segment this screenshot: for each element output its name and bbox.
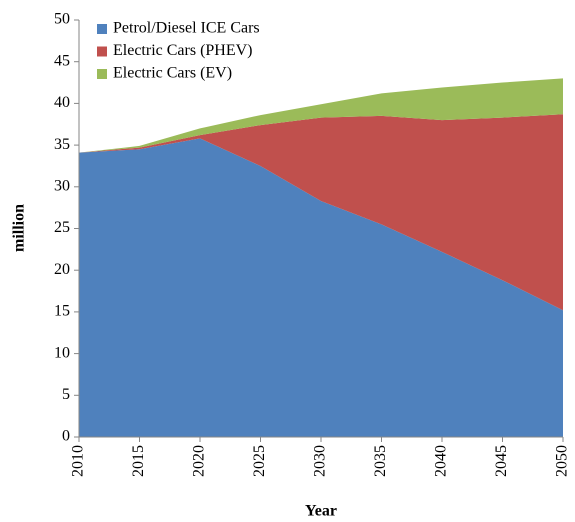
y-tick-label: 40 <box>54 94 70 111</box>
y-tick-label: 30 <box>54 177 70 194</box>
y-tick-label: 0 <box>62 428 70 445</box>
x-tick-label: 2025 <box>251 445 268 477</box>
x-tick-label: 2050 <box>554 445 571 477</box>
legend-label: Electric Cars (PHEV) <box>113 42 253 59</box>
x-tick-label: 2040 <box>433 445 450 477</box>
x-tick-label: 2030 <box>312 445 329 477</box>
area <box>79 114 563 311</box>
x-tick-label: 2010 <box>70 445 87 477</box>
area <box>79 138 563 438</box>
legend-label: Petrol/Diesel ICE Cars <box>113 20 260 37</box>
legend-label: Electric Cars (EV) <box>113 65 232 82</box>
y-tick-label: 15 <box>54 303 70 320</box>
y-tick-label: 50 <box>54 11 70 28</box>
y-axis-label: million <box>11 204 28 252</box>
x-tick-label: 2015 <box>130 445 147 477</box>
y-tick-label: 5 <box>62 386 70 403</box>
area <box>79 78 563 153</box>
y-tick-label: 10 <box>54 344 70 361</box>
legend-swatch <box>97 69 107 79</box>
x-tick-label: 2045 <box>493 445 510 477</box>
x-tick-label: 2035 <box>372 445 389 477</box>
y-tick-label: 45 <box>54 52 70 69</box>
y-tick-label: 35 <box>54 136 70 153</box>
x-axis-label: Year <box>305 503 337 520</box>
x-tick-label: 2020 <box>191 445 208 477</box>
legend-swatch <box>97 46 107 57</box>
legend-swatch <box>97 24 107 34</box>
y-tick-label: 25 <box>54 219 70 236</box>
y-tick-label: 20 <box>54 261 70 278</box>
